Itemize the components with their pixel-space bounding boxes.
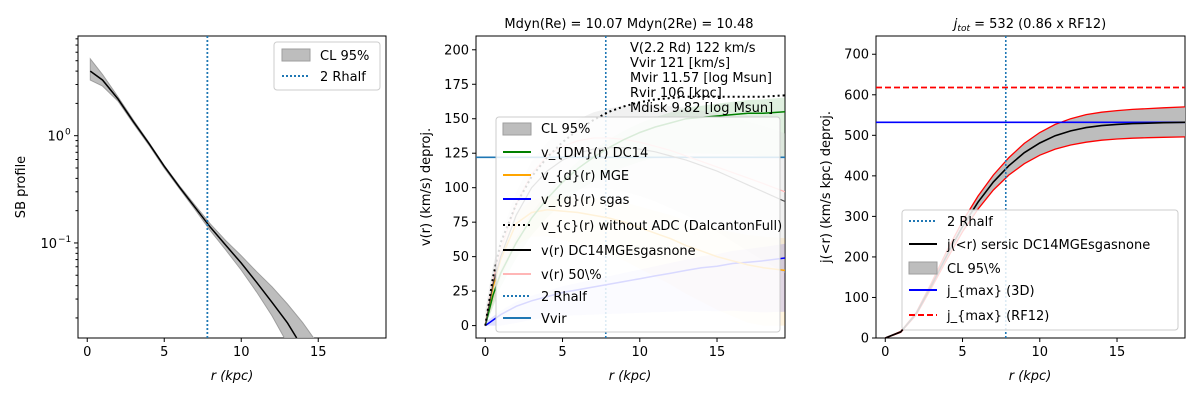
x-tick-label: 10 (233, 345, 250, 360)
y-tick-label: 600 (844, 88, 869, 103)
x-tick-label: 5 (558, 345, 566, 360)
annotation-rvir: Rvir 106 [kpc] (630, 86, 722, 101)
y-tick-label: 500 (844, 129, 869, 144)
y-tick-label: 200 (844, 250, 869, 265)
y-tick-label: 10 −1 (40, 235, 71, 252)
y-tick-base: 10 (47, 130, 64, 145)
x-tick-label: 15 (709, 345, 726, 360)
x-tick-label: 10 (1031, 345, 1048, 360)
legend-label: v(r) 50\% (541, 268, 602, 283)
legend-label: 2 Rhalf (541, 290, 587, 305)
y-ticks-3: 0 100 200 300 400 500 600 700 (844, 48, 876, 347)
y-tick-label: 0 (861, 332, 869, 347)
legend-3: 2 Rhalf j(<r) sersic DC14MGEsgasnone CL … (901, 209, 1179, 331)
x-tick-label: 0 (481, 345, 489, 360)
y-tick-label: 400 (844, 169, 869, 184)
y-axis-label-1: SB profile (14, 156, 29, 218)
y-ticks-1: 10 −1 10 0 (40, 38, 78, 319)
x-tick-label: 5 (160, 345, 168, 360)
title-rest: = 532 (0.86 x RF12) (970, 17, 1106, 32)
y-tick-label: 50 (452, 250, 469, 265)
legend-swatch-cl95 (502, 122, 532, 136)
legend-label: v(r) DC14MGEsgasnone (541, 244, 696, 259)
annotation-block: V(2.2 Rd) 122 km/s Vvir 121 [km/s] Mvir … (630, 41, 773, 116)
y-tick-exponent: −1 (58, 235, 71, 245)
y-tick-label: 100 (444, 181, 469, 196)
panel-rotation-curve: Mdyn(Re) = 10.07 Mdyn(2Re) = 10.48 0 5 10 1… (419, 17, 786, 384)
title-subscript: tot (957, 24, 970, 34)
y-tick-label: 75 (452, 216, 469, 231)
panel-sb-profile: 0 5 10 15 10 −1 10 0 r (kpc) SB profile CL … (14, 35, 387, 384)
y-tick-exponent: 0 (65, 128, 71, 138)
y-tick-label: 150 (444, 112, 469, 127)
legend-label: j(<r) sersic DC14MGEsgasnone (946, 238, 1150, 253)
y-axis-label-3: j(<r) (km/s kpc) deproj. (819, 111, 834, 264)
x-axis-label-1: r (kpc) (211, 369, 254, 384)
x-tick-label: 0 (83, 345, 91, 360)
legend-2: CL 95% v_{DM}(r) DC14 v_{d}(r) MGE v_{g}… (495, 116, 782, 333)
legend-box (901, 209, 1179, 331)
y-ticks-2: 0 25 50 75 100 125 150 175 200 (444, 43, 476, 334)
legend-label: 2 Rhalf (947, 215, 993, 230)
legend-label: CL 95% (320, 49, 369, 64)
legend-swatch-cl95 (281, 48, 311, 62)
chart-title-2: Mdyn(Re) = 10.07 Mdyn(2Re) = 10.48 (504, 17, 753, 32)
annotation-mvir: Mvir 11.57 [log Msun] (630, 71, 772, 86)
y-tick-label: 25 (452, 285, 469, 300)
y-tick-label: 125 (444, 147, 469, 162)
x-tick-label: 0 (881, 345, 889, 360)
x-ticks-1: 0 5 10 15 (83, 338, 327, 360)
x-tick-label: 10 (631, 345, 648, 360)
y-axis-label-2: v(r) (km/s) deproj. (419, 128, 434, 246)
sb-profile-line (89, 70, 298, 338)
x-axis-label-3: r (kpc) (1009, 369, 1052, 384)
legend-label: CL 95\% (947, 262, 1001, 277)
y-tick-label: 10 0 (47, 128, 71, 145)
legend-label: v_{d}(r) MGE (541, 169, 629, 184)
y-tick-base: 10 (40, 237, 57, 252)
x-tick-label: 5 (958, 345, 966, 360)
legend-label: CL 95% (541, 122, 590, 137)
legend-label: j_{max} (3D) (946, 284, 1035, 299)
legend-label: j_{max} (RF12) (946, 309, 1049, 324)
y-tick-label: 300 (844, 210, 869, 225)
legend-label: 2 Rhalf (320, 70, 366, 85)
x-tick-label: 15 (1109, 345, 1126, 360)
plot-area-1 (89, 36, 315, 338)
annotation-vvir: Vvir 121 [km/s] (630, 56, 730, 71)
x-ticks-3: 0 5 10 15 (881, 338, 1125, 360)
x-tick-label: 15 (310, 345, 327, 360)
y-tick-label: 100 (844, 291, 869, 306)
y-tick-label: 175 (444, 78, 469, 93)
legend-label: v_{DM}(r) DC14 (541, 146, 648, 161)
legend-label: v_{c}(r) without ADC (DalcantonFull) (541, 219, 782, 234)
y-tick-label: 0 (461, 319, 469, 334)
legend-label: v_{g}(r) sgas (541, 193, 630, 208)
title-symbol: j (952, 17, 958, 32)
y-tick-label: 200 (444, 43, 469, 58)
legend-swatch-cl95 (908, 261, 938, 275)
y-tick-label: 700 (844, 48, 869, 63)
annotation-v22rd: V(2.2 Rd) 122 km/s (630, 41, 756, 56)
legend-1: CL 95% 2 Rhalf (273, 41, 381, 91)
panel-angular-momentum: jtot = 532 (0.86 x RF12) 0 5 10 15 0 100 200 3… (819, 17, 1186, 384)
chart-title-3: jtot = 532 (0.86 x RF12) (952, 17, 1106, 34)
x-axis-label-2: r (kpc) (609, 369, 652, 384)
x-ticks-2: 0 5 10 15 (481, 338, 725, 360)
annotation-mdisk: Mdisk 9.82 [log Msun] (630, 101, 773, 116)
legend-label: Vvir (541, 312, 567, 327)
legend-box (495, 116, 781, 333)
